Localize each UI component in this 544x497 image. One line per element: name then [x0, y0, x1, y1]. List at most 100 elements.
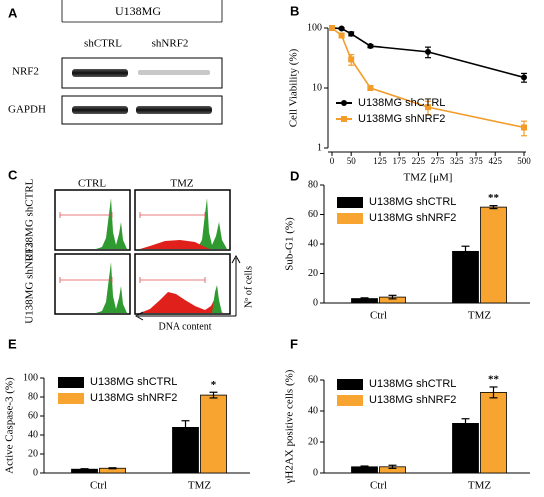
panel-label: E — [8, 336, 17, 351]
legend-label: U138MG shNRF2 — [90, 392, 177, 404]
y-tick-label: 100 — [23, 372, 38, 383]
flow-traces — [59, 198, 227, 313]
x-tick-label: 50 — [347, 156, 357, 166]
flow-histograms — [54, 189, 231, 315]
x-tick-label: TMZ — [468, 310, 492, 322]
x-tick-label: 325 — [450, 156, 464, 166]
flow-axes-arrows — [134, 254, 241, 321]
legend-swatch — [58, 377, 84, 388]
x-tick-label: 375 — [469, 156, 483, 166]
y-tick-label: 40 — [308, 238, 318, 249]
marker — [521, 74, 527, 81]
y-tick-label: 20 — [308, 436, 318, 447]
legend-label: U138MG shCTRL — [369, 196, 456, 208]
marker — [348, 30, 355, 37]
y-tick-label: 0 — [313, 297, 318, 308]
significance: ** — [488, 192, 500, 204]
legend-label: U138MG shNRF2 — [369, 212, 456, 224]
legend-label: U138MG shNRF2 — [369, 394, 456, 406]
x-tick-label: Ctrl — [370, 480, 387, 492]
blot-band — [138, 70, 210, 75]
cell-line: U138MG — [115, 4, 161, 18]
panel-label: A — [8, 5, 18, 20]
blot-band — [72, 106, 128, 114]
lane-label: shCTRL — [84, 38, 122, 50]
marker — [367, 43, 374, 50]
column-label: TMZ — [170, 178, 194, 190]
marker — [348, 56, 355, 63]
y-tick-label: 0 — [313, 467, 318, 478]
marker — [338, 32, 345, 39]
significance: ** — [488, 374, 500, 386]
bar — [480, 206, 507, 304]
x-tick-label: 425 — [488, 156, 502, 166]
marker — [425, 48, 431, 55]
lane-label: shNRF2 — [152, 38, 189, 50]
x-tick-label: 125 — [373, 156, 387, 166]
row-label: U138MG shNRF2 — [24, 242, 36, 324]
legend-swatch — [337, 213, 363, 224]
y-tick-label: 100 — [307, 22, 322, 33]
legend-swatch — [337, 379, 363, 390]
y-tick-label: 80 — [308, 179, 318, 190]
column-label: CTRL — [78, 178, 106, 190]
row-label: NRF2 — [12, 66, 39, 78]
blot-band — [136, 106, 212, 114]
legend-label: U138MG shNRF2 — [358, 113, 445, 125]
y-tick-label: 80 — [28, 391, 38, 402]
y-axis-label: Cell Viability (%) — [288, 48, 300, 127]
y-tick-label: 0 — [33, 467, 38, 478]
marker — [338, 25, 345, 32]
bar — [172, 426, 199, 474]
y-tick-label: 20 — [28, 448, 38, 459]
y-axis-label: Sub-G1 (%) — [284, 217, 296, 271]
y-tick-label: 20 — [308, 268, 318, 279]
y-tick-label: 40 — [308, 405, 318, 416]
x-tick-label: TMZ — [188, 480, 212, 492]
x-axis-label: TMZ [μM] — [404, 172, 453, 184]
legend-label: U138MG shCTRL — [358, 97, 445, 109]
y-tick-label: 60 — [308, 374, 318, 385]
bar — [480, 391, 507, 474]
significance: * — [211, 379, 217, 391]
panel-label: B — [290, 3, 299, 18]
x-tick-label: 500 — [517, 156, 531, 166]
y-tick-label: 60 — [308, 209, 318, 220]
x-tick-label: Ctrl — [370, 310, 387, 322]
panel-label: F — [290, 336, 298, 351]
x-tick-label: 0 — [330, 156, 335, 166]
bar — [200, 394, 227, 474]
blot-band — [72, 69, 128, 77]
bar — [452, 422, 479, 474]
y-tick-label: 40 — [28, 429, 38, 440]
row-label: GAPDH — [8, 104, 46, 116]
row-label: U138MG shCTRL — [24, 178, 36, 261]
x-tick-label: TMZ — [468, 480, 492, 492]
panel-label: D — [290, 168, 299, 183]
bar — [452, 250, 479, 304]
y-axis-label: Active Caspase-3 (%) — [4, 377, 16, 474]
x-tick-label: 225 — [412, 156, 426, 166]
x-tick-label: 175 — [392, 156, 406, 166]
x-tick-label: 275 — [431, 156, 445, 166]
marker — [521, 124, 527, 131]
legend-swatch — [337, 197, 363, 208]
legend-label: U138MG shCTRL — [90, 376, 177, 388]
marker — [425, 104, 431, 111]
axis-label: Nº of cells — [243, 266, 254, 308]
marker — [329, 25, 335, 31]
legend-marker — [341, 116, 347, 122]
y-tick-label: 60 — [28, 410, 38, 421]
x-tick-label: Ctrl — [90, 480, 107, 492]
y-tick-label: 10 — [312, 82, 322, 93]
y-tick-label: 1 — [317, 142, 322, 153]
legend-marker — [341, 100, 347, 106]
legend-swatch — [337, 395, 363, 406]
legend-swatch — [58, 393, 84, 404]
panel-label: C — [8, 167, 18, 182]
legend-label: U138MG shCTRL — [369, 378, 456, 390]
axis-label: DNA content — [158, 321, 211, 332]
y-axis-label: γH2AX positive cells (%) — [284, 369, 296, 484]
